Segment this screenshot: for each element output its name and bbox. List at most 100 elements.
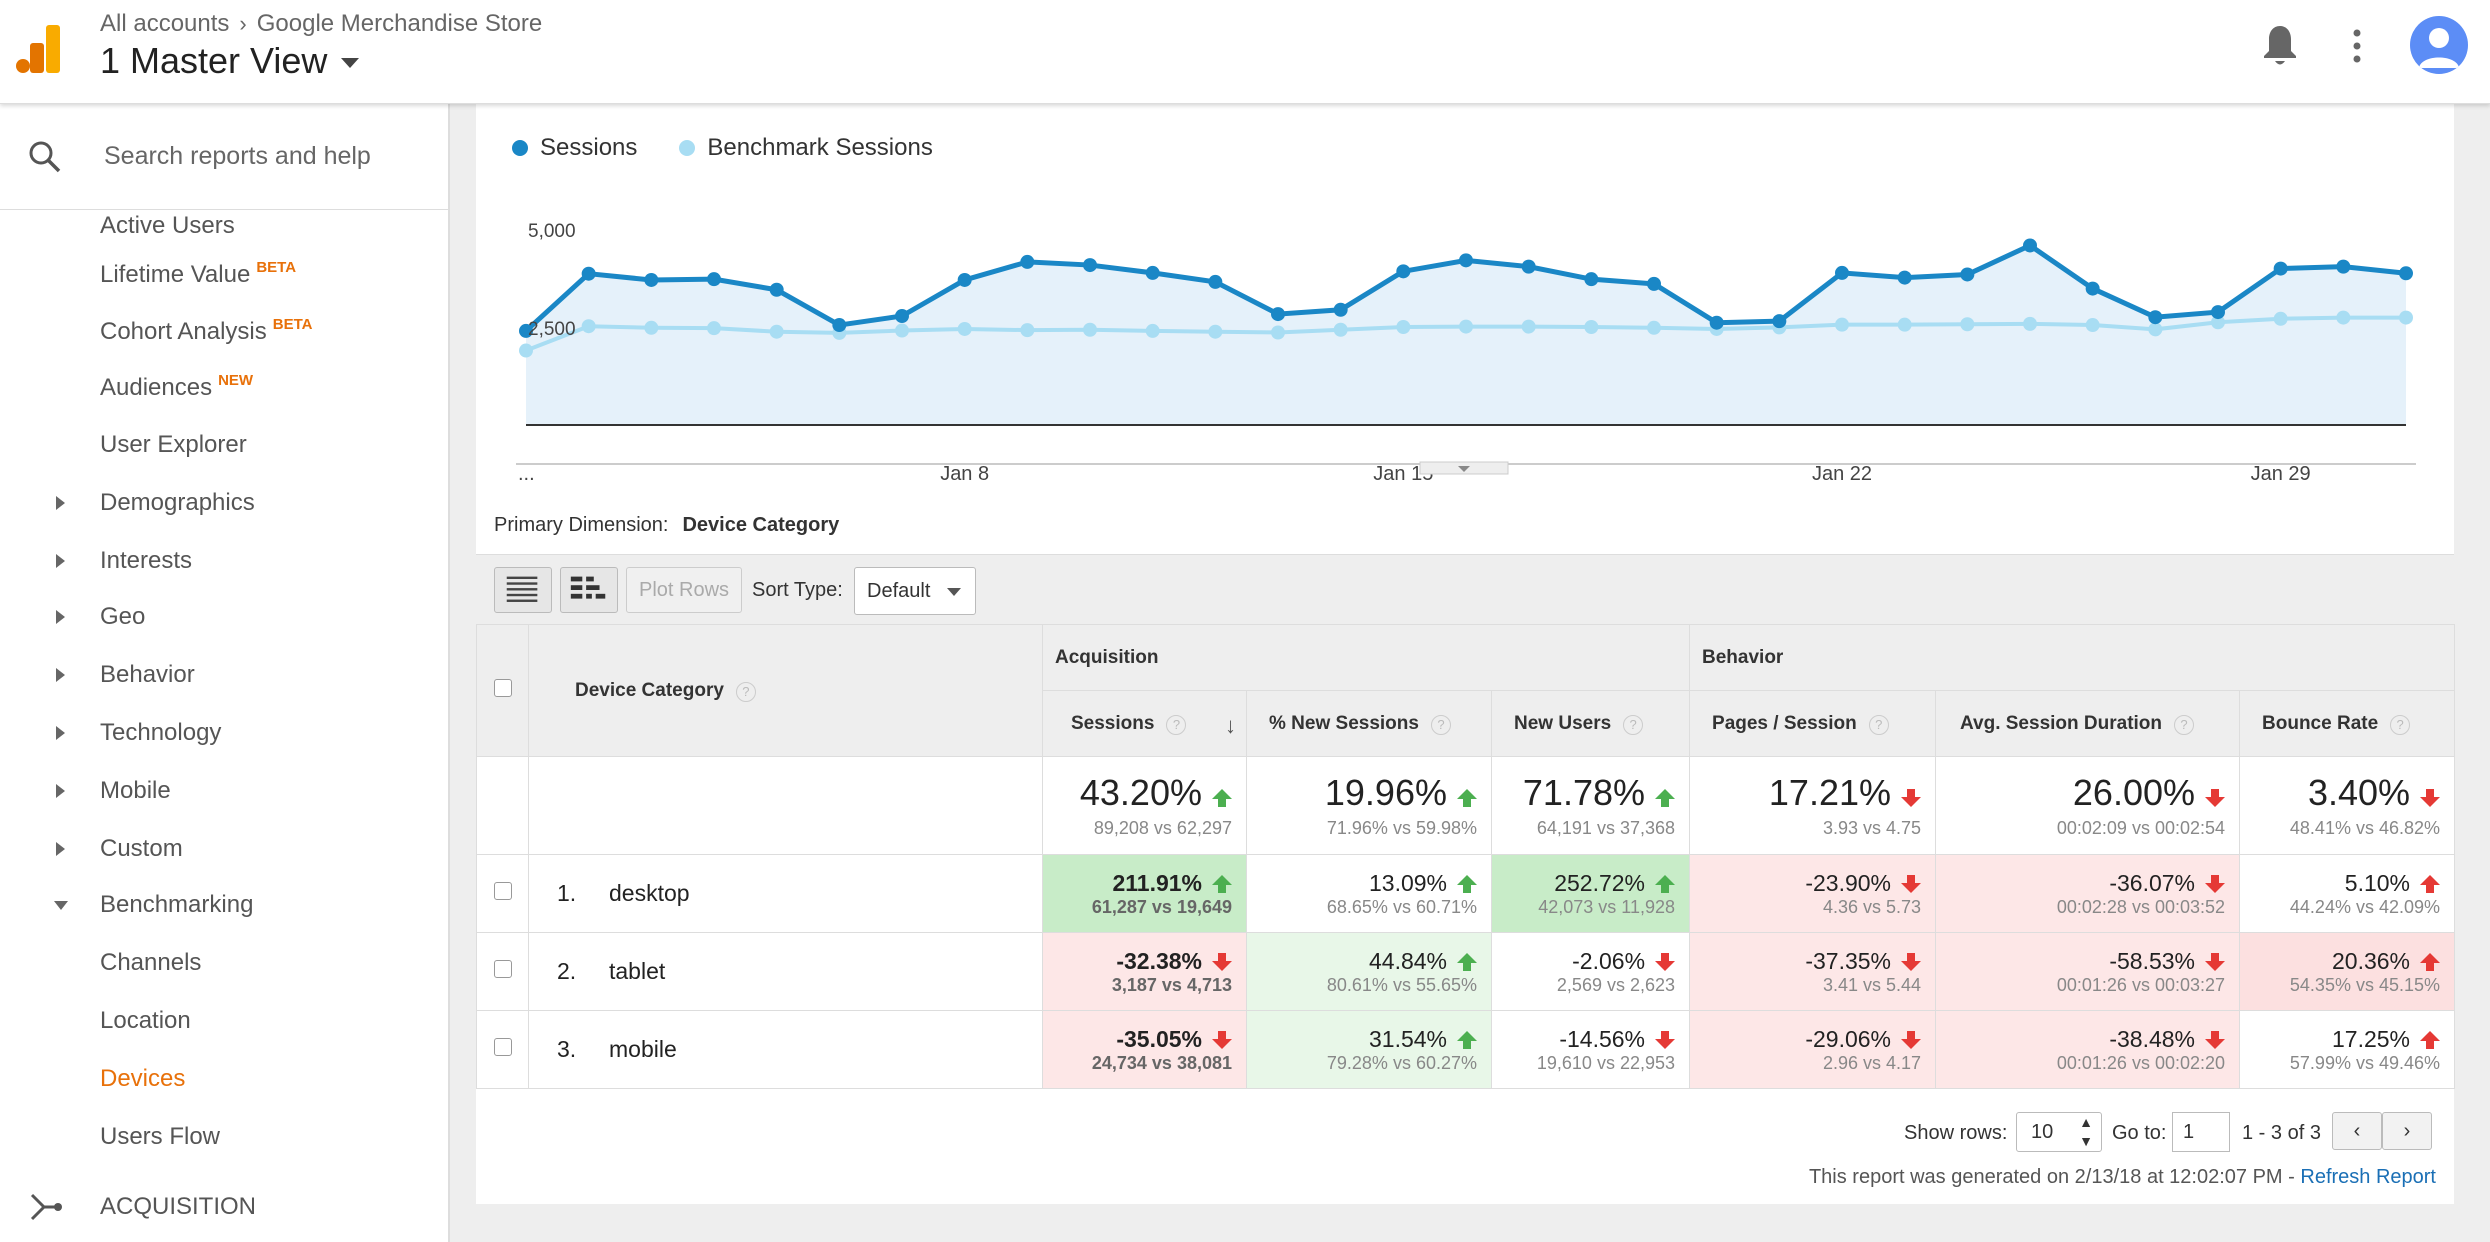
refresh-report-link[interactable]: Refresh Report bbox=[2300, 1166, 2436, 1188]
prev-page-button[interactable]: ‹ bbox=[2332, 1112, 2382, 1150]
help-icon[interactable]: ? bbox=[1868, 714, 1889, 735]
device-link[interactable]: tablet bbox=[609, 958, 666, 984]
device-link[interactable]: mobile bbox=[609, 1036, 677, 1062]
arrow-down-icon bbox=[1212, 1030, 1232, 1049]
sidebar-item-audiences[interactable]: Audiences NEW bbox=[100, 372, 254, 401]
sidebar-item-custom[interactable]: Custom bbox=[0, 825, 448, 873]
legend-item-sessions[interactable]: Sessions bbox=[512, 134, 637, 162]
breadcrumb-property[interactable]: Google Merchandise Store bbox=[256, 10, 543, 37]
select-all-checkbox[interactable] bbox=[493, 678, 512, 697]
device-link[interactable]: desktop bbox=[609, 880, 690, 906]
account-avatar[interactable] bbox=[2410, 16, 2468, 74]
goto-page-input[interactable]: 1 bbox=[2172, 1112, 2230, 1152]
sidebar-section-acquisition[interactable]: ACQUISITION bbox=[0, 1183, 448, 1231]
dimension-header[interactable]: Device Category? bbox=[528, 624, 1043, 757]
sidebar-item-technology[interactable]: Technology bbox=[0, 709, 448, 757]
arrow-up-icon bbox=[2420, 874, 2441, 893]
arrow-up-icon bbox=[1655, 874, 1676, 893]
col-header-new-sessions[interactable]: % New Sessions? bbox=[1246, 690, 1492, 757]
help-icon[interactable]: ? bbox=[2174, 714, 2195, 735]
data-point-sessions bbox=[1083, 258, 1097, 273]
row-checkbox[interactable] bbox=[493, 1037, 512, 1056]
sidebar-item-active-users[interactable]: Active Users bbox=[100, 212, 235, 239]
bell-icon[interactable] bbox=[2262, 24, 2298, 66]
sidebar-item-devices[interactable]: Devices bbox=[100, 1065, 186, 1092]
search-input[interactable]: Search reports and help bbox=[104, 142, 371, 170]
help-icon[interactable]: ? bbox=[1166, 714, 1187, 735]
arrow-down-icon bbox=[2205, 789, 2226, 807]
sidebar-item-cohort-analysis[interactable]: Cohort Analysis BETA bbox=[100, 316, 313, 345]
col-header-new-users[interactable]: New Users? bbox=[1490, 690, 1691, 757]
legend-item-benchmark[interactable]: Benchmark Sessions bbox=[679, 134, 933, 162]
data-point-sessions bbox=[895, 309, 909, 324]
col-header-sessions[interactable]: Sessions? ↓ bbox=[1042, 690, 1247, 757]
data-point-benchmark bbox=[2399, 310, 2413, 325]
col-header-pages-session[interactable]: Pages / Session? bbox=[1689, 690, 1937, 757]
data-point-sessions bbox=[2399, 266, 2413, 281]
search-bar[interactable]: Search reports and help bbox=[0, 104, 448, 210]
expand-arrow-icon[interactable] bbox=[56, 496, 65, 510]
sessions-line-chart[interactable]: 5,000 2,500... Jan 8 Jan 15 Jan 22 Jan 29 bbox=[476, 174, 2454, 584]
comparison-view-button[interactable] bbox=[560, 567, 618, 613]
row-rank: 2. bbox=[557, 958, 577, 984]
help-icon[interactable]: ? bbox=[1623, 714, 1644, 735]
primary-dimension-value[interactable]: Device Category bbox=[682, 514, 840, 536]
sidebar-item-users-flow[interactable]: Users Flow bbox=[100, 1123, 221, 1150]
view-name[interactable]: 1 Master View bbox=[100, 40, 328, 81]
sidebar-item-location[interactable]: Location bbox=[100, 1007, 191, 1034]
help-icon[interactable]: ? bbox=[2390, 714, 2411, 735]
sidebar-item-lifetime-value[interactable]: Lifetime Value BETA bbox=[100, 259, 297, 288]
sidebar-item-benchmarking[interactable]: Benchmarking bbox=[0, 881, 448, 929]
show-rows-label: Show rows: bbox=[1904, 1122, 2008, 1144]
col-header-bounce-rate[interactable]: Bounce Rate? bbox=[2239, 690, 2456, 757]
expand-arrow-icon[interactable] bbox=[56, 554, 65, 568]
sort-type-select[interactable]: Default bbox=[854, 567, 976, 615]
comparison-view-icon bbox=[570, 576, 606, 599]
data-point-benchmark bbox=[2023, 316, 2037, 331]
caret-down-icon[interactable] bbox=[341, 58, 360, 68]
sidebar-item-geo[interactable]: Geo bbox=[0, 593, 448, 641]
view-selector[interactable]: 1 Master View bbox=[100, 40, 360, 82]
table-row[interactable]: 3. mobile -35.05% 24,734 vs 38,081 31.54% 7… bbox=[476, 1010, 2456, 1089]
breadcrumb[interactable]: All accounts › Google Merchandise Store bbox=[100, 10, 542, 38]
expand-arrow-icon[interactable] bbox=[56, 842, 65, 856]
sidebar-item-user-explorer[interactable]: User Explorer bbox=[100, 431, 247, 458]
table-row[interactable]: 2. tablet -32.38% 3,187 vs 4,713 44.84% 80.… bbox=[476, 932, 2456, 1011]
next-page-button[interactable]: › bbox=[2382, 1112, 2432, 1150]
data-point-sessions bbox=[1396, 264, 1411, 279]
plot-rows-button[interactable]: Plot Rows bbox=[626, 567, 742, 613]
chart-collapse-arrow-icon bbox=[1458, 466, 1470, 472]
analytics-logo[interactable] bbox=[16, 25, 62, 73]
expand-arrow-icon[interactable] bbox=[56, 668, 65, 682]
col-header-avg-session-duration[interactable]: Avg. Session Duration? bbox=[1935, 690, 2241, 757]
total-cell: 19.96% 71.96% vs 59.98% bbox=[1246, 756, 1492, 855]
search-icon[interactable] bbox=[28, 140, 62, 174]
total-cell: 26.00% 00:02:09 vs 00:02:54 bbox=[1935, 756, 2241, 855]
breadcrumb-account[interactable]: All accounts bbox=[100, 10, 230, 37]
expand-arrow-icon[interactable] bbox=[56, 610, 65, 624]
help-icon[interactable]: ? bbox=[735, 681, 756, 702]
data-point-benchmark bbox=[2273, 311, 2288, 326]
sessions-area bbox=[526, 245, 2406, 425]
row-checkbox[interactable] bbox=[493, 881, 512, 900]
sidebar-item-demographics[interactable]: Demographics bbox=[0, 479, 448, 527]
data-point-sessions bbox=[1208, 274, 1223, 289]
sidebar-item-mobile[interactable]: Mobile bbox=[0, 767, 448, 815]
sidebar-item-interests[interactable]: Interests bbox=[0, 537, 448, 585]
sort-descending-icon[interactable]: ↓ bbox=[1225, 713, 1236, 738]
more-vert-icon[interactable] bbox=[2350, 28, 2364, 64]
expand-arrow-icon[interactable] bbox=[56, 784, 65, 798]
show-rows-select[interactable]: 10 ▲ ▼ bbox=[2016, 1112, 2102, 1152]
table-view-button[interactable] bbox=[494, 567, 552, 613]
data-point-benchmark bbox=[1208, 324, 1223, 339]
data-point-benchmark bbox=[644, 320, 659, 335]
row-checkbox[interactable] bbox=[493, 959, 512, 978]
data-point-benchmark bbox=[1584, 320, 1599, 334]
sidebar-item-channels[interactable]: Channels bbox=[100, 949, 202, 976]
help-icon[interactable]: ? bbox=[1430, 714, 1451, 735]
collapse-arrow-icon[interactable] bbox=[54, 900, 68, 910]
table-row[interactable]: 1. desktop 211.91% 61,287 vs 19,649 13.09%… bbox=[476, 854, 2456, 933]
sidebar-item-behavior[interactable]: Behavior bbox=[0, 651, 448, 699]
sidebar-nav: Search reports and help Active Users Lif… bbox=[0, 104, 450, 1242]
expand-arrow-icon[interactable] bbox=[56, 726, 65, 740]
